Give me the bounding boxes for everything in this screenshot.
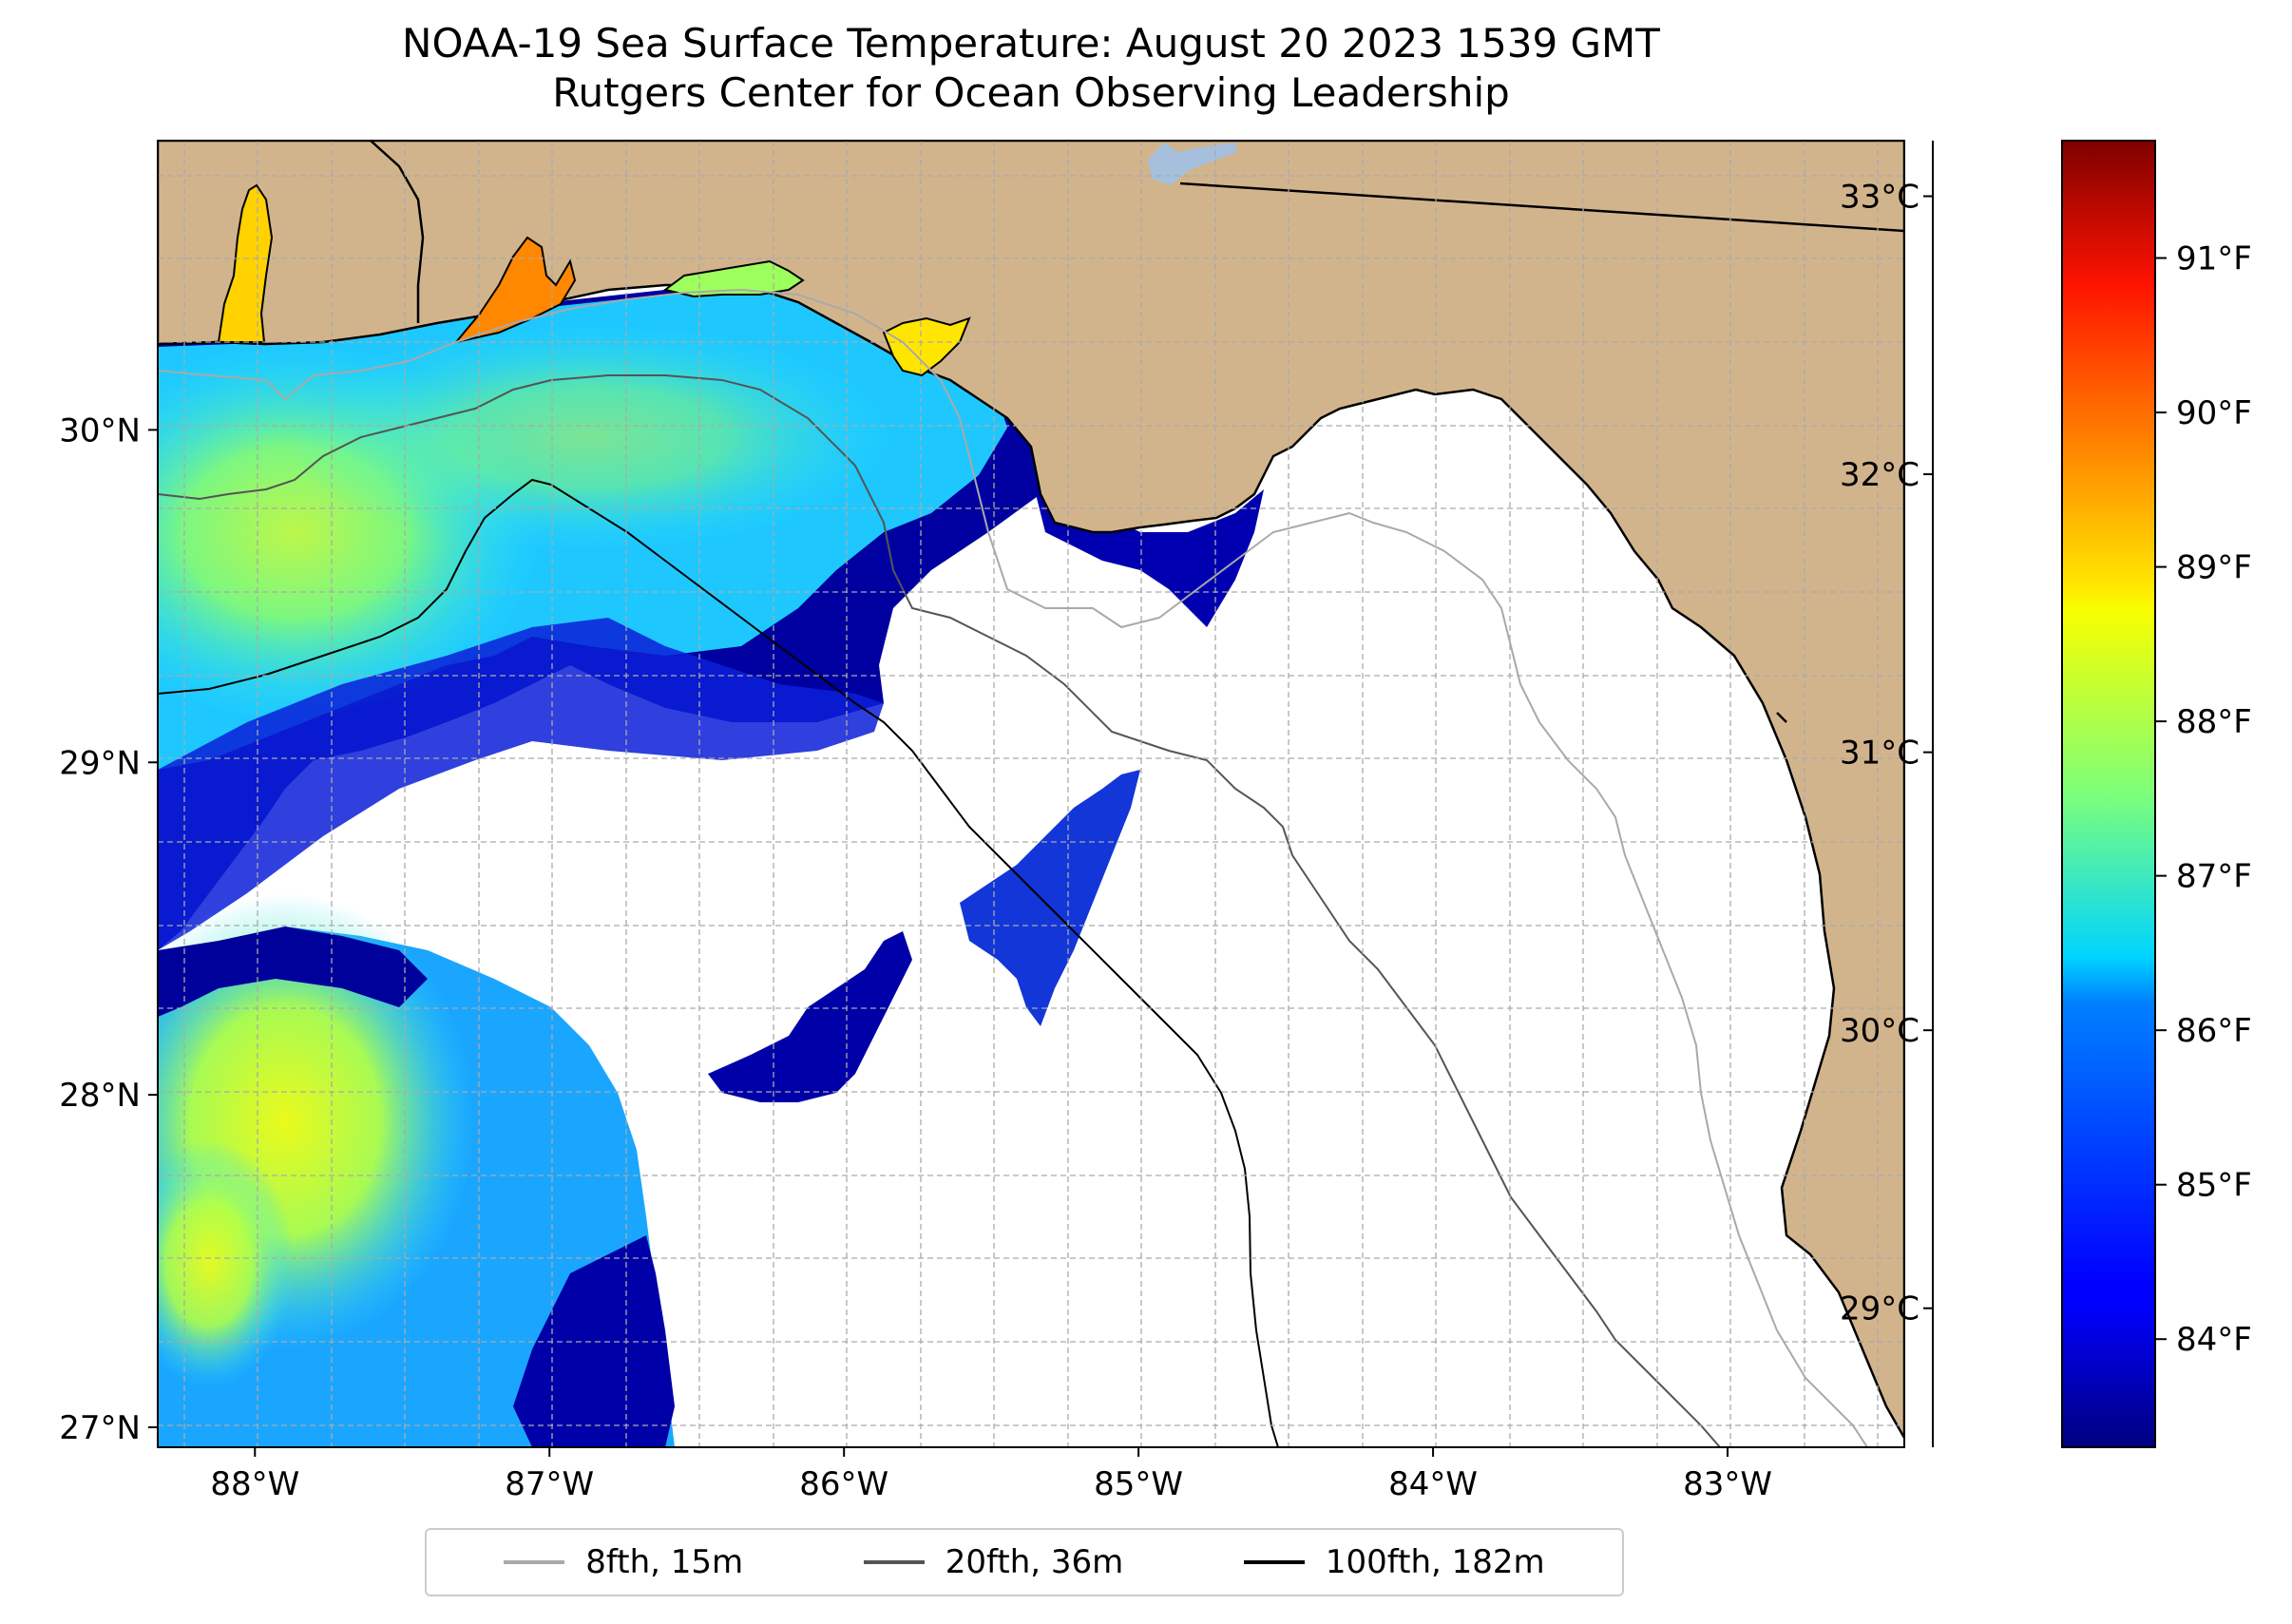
x-tick-label: 87°W	[505, 1465, 594, 1503]
x-tick-label: 83°W	[1683, 1465, 1772, 1503]
sst-patch-mid	[708, 931, 912, 1102]
fahrenheit-tick-label: 88°F	[2176, 703, 2252, 741]
fahrenheit-tick-label: 91°F	[2176, 240, 2252, 278]
sst-bay-mobile	[217, 183, 274, 343]
sst-warm-patch-southwest	[158, 1140, 295, 1387]
sst-patch-east	[960, 770, 1140, 1026]
fahrenheit-tick-label: 90°F	[2176, 394, 2252, 432]
contour-legend: 8fth, 15m 20fth, 36m 100fth, 182m	[425, 1528, 1624, 1596]
legend-item-8fth: 8fth, 15m	[504, 1543, 743, 1581]
colorbar-fahrenheit-axis: 84°F 85°F 86°F 87°F 88°F 89°F 90°F 91°F	[2155, 240, 2252, 1359]
y-tick-label: 29°N	[59, 744, 141, 782]
x-tick-label: 84°W	[1388, 1465, 1478, 1503]
x-tick-label: 85°W	[1094, 1465, 1183, 1503]
legend-label-100fth: 100fth, 182m	[1325, 1543, 1545, 1581]
celsius-tick-label: 30°C	[1840, 1012, 1920, 1050]
y-tick-label: 28°N	[59, 1077, 141, 1115]
x-tick-label: 88°W	[210, 1465, 299, 1503]
sst-cold-edge-south	[158, 927, 428, 1017]
legend-swatch-20fth	[863, 1560, 925, 1564]
celsius-tick-label: 33°C	[1840, 179, 1920, 217]
x-axis: 88°W 87°W 86°W 85°W 84°W 83°W	[210, 1447, 1772, 1503]
sst-patch-south-center	[513, 1235, 675, 1447]
state-border	[370, 141, 1904, 323]
y-axis: 27°N 28°N 29°N 30°N	[59, 411, 158, 1447]
celsius-tick-label: 29°C	[1840, 1290, 1920, 1328]
grid-lines	[158, 141, 1904, 1447]
sst-bay-pensacola	[453, 236, 577, 344]
celsius-tick-label: 32°C	[1840, 456, 1920, 494]
colorbar	[2061, 140, 2156, 1448]
legend-item-20fth: 20fth, 36m	[863, 1543, 1124, 1581]
contour-8fth	[158, 288, 1868, 1447]
fahrenheit-tick-label: 86°F	[2176, 1012, 2252, 1050]
legend-swatch-100fth	[1243, 1560, 1305, 1564]
legend-label-20fth: 20fth, 36m	[945, 1543, 1124, 1581]
chart-title: NOAA-19 Sea Surface Temperature: August …	[402, 20, 1660, 67]
legend-label-8fth: 8fth, 15m	[585, 1543, 744, 1581]
y-tick-label: 30°N	[59, 411, 141, 449]
colorbar-celsius-axis: 29°C 30°C 31°C 32°C 33°C	[1840, 141, 1934, 1447]
map-panel	[158, 141, 1904, 1447]
chart-title-block: NOAA-19 Sea Surface Temperature: August …	[157, 19, 1905, 118]
legend-swatch-8fth	[504, 1560, 565, 1564]
sst-warm-patch-center	[285, 323, 893, 551]
legend-item-100fth: 100fth, 182m	[1243, 1543, 1545, 1581]
chart-subtitle: Rutgers Center for Ocean Observing Leade…	[552, 69, 1510, 116]
contour-20fth	[158, 374, 1721, 1447]
fahrenheit-tick-label: 85°F	[2176, 1167, 2252, 1205]
celsius-tick-label: 31°C	[1840, 735, 1920, 773]
contour-100fth	[158, 478, 1279, 1447]
map-frame	[157, 140, 1905, 1448]
y-tick-label: 27°N	[59, 1409, 141, 1447]
x-tick-label: 86°W	[799, 1465, 888, 1503]
fahrenheit-tick-label: 89°F	[2176, 549, 2252, 587]
fahrenheit-tick-label: 87°F	[2176, 858, 2252, 896]
fahrenheit-tick-label: 84°F	[2176, 1321, 2252, 1359]
sst-cool-band	[158, 618, 884, 950]
